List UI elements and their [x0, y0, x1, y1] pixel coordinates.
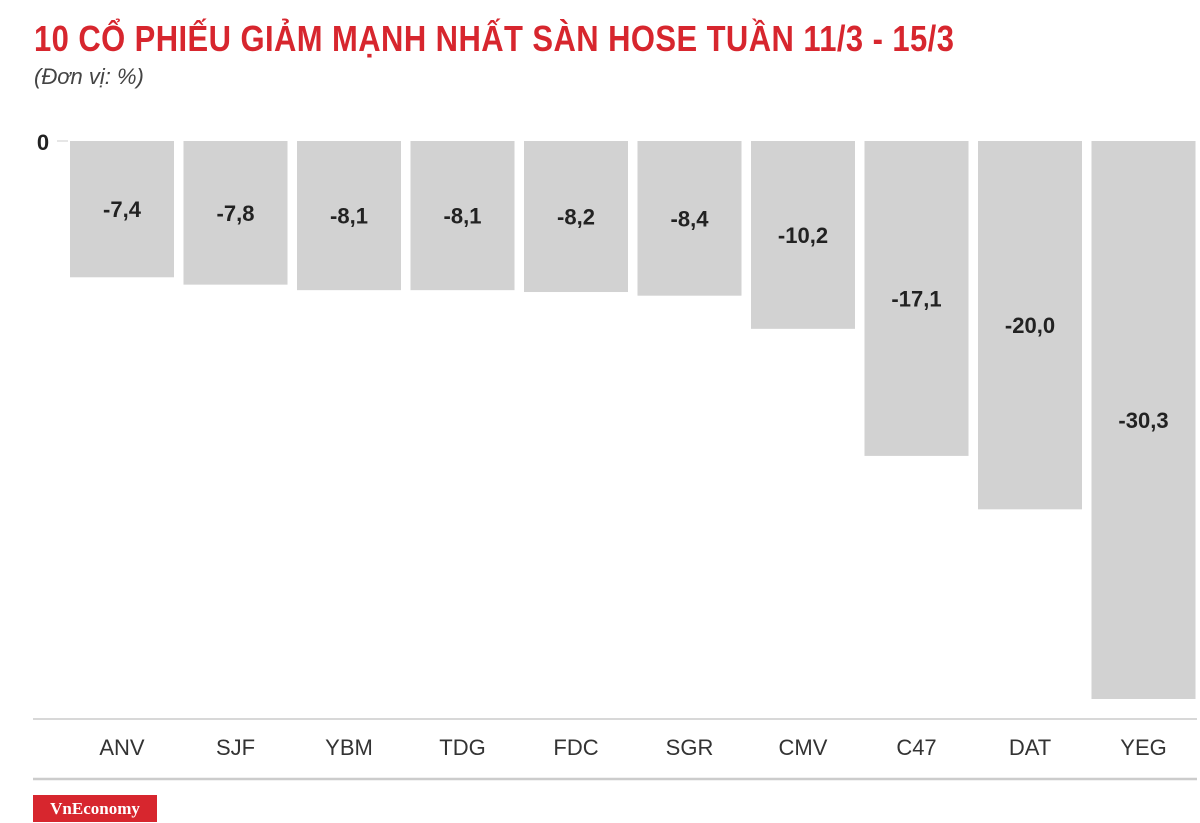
data-label-yeg: -30,3 [1118, 408, 1168, 433]
y-tick-label-0: 0 [37, 130, 49, 155]
bar-sjf [183, 141, 288, 285]
bar-sgr [637, 141, 742, 296]
data-label-sgr: -8,4 [671, 206, 710, 231]
vneconomy-logo: VnEconomy [33, 795, 157, 822]
data-label-sjf: -7,8 [217, 201, 255, 226]
bar-fdc [524, 141, 628, 293]
category-label-tdg: TDG [439, 735, 485, 760]
unit-label: (Đơn vị: %) [34, 64, 144, 89]
category-label-sgr: SGR [666, 735, 714, 760]
data-label-c47: -17,1 [891, 286, 941, 311]
category-label-c47: C47 [896, 735, 936, 760]
data-label-dat: -20,0 [1005, 313, 1055, 338]
data-label-cmv: -10,2 [778, 223, 828, 248]
category-label-yeg: YEG [1120, 735, 1166, 760]
data-label-anv: -7,4 [103, 197, 142, 222]
category-label-ybm: YBM [325, 735, 373, 760]
category-label-sjf: SJF [216, 735, 255, 760]
bar-yeg [1091, 141, 1196, 699]
bar-ybm [297, 141, 401, 291]
bar-dat [978, 141, 1082, 510]
category-label-cmv: CMV [779, 735, 828, 760]
category-label-anv: ANV [99, 735, 145, 760]
category-label-fdc: FDC [553, 735, 598, 760]
bar-c47 [864, 141, 969, 456]
chart-title: 10 CỔ PHIẾU GIẢM MẠNH NHẤT SÀN HOSE TUẦN… [34, 18, 955, 59]
bar-anv [70, 141, 174, 278]
data-label-tdg: -8,1 [444, 204, 482, 229]
data-label-fdc: -8,2 [557, 205, 595, 230]
bar-cmv [751, 141, 855, 329]
data-label-ybm: -8,1 [330, 204, 368, 229]
bar-tdg [410, 141, 515, 291]
category-label-dat: DAT [1009, 735, 1051, 760]
